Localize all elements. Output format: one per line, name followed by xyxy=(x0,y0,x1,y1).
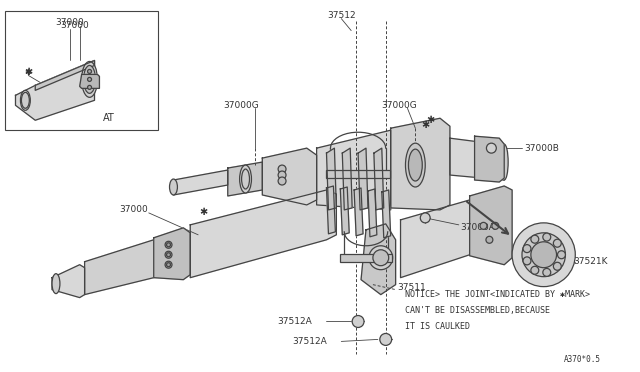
Text: 37000A: 37000A xyxy=(461,223,495,232)
Circle shape xyxy=(165,251,172,258)
Polygon shape xyxy=(52,265,84,298)
Text: 37000: 37000 xyxy=(55,18,84,27)
Ellipse shape xyxy=(406,143,425,187)
Polygon shape xyxy=(368,189,377,237)
Bar xyxy=(340,254,392,262)
Text: 37000G: 37000G xyxy=(223,101,259,110)
Circle shape xyxy=(88,77,92,81)
Circle shape xyxy=(373,250,388,266)
Circle shape xyxy=(480,222,487,229)
Text: ✱: ✱ xyxy=(421,120,429,130)
Text: 37000: 37000 xyxy=(119,205,148,214)
Circle shape xyxy=(166,263,170,267)
Ellipse shape xyxy=(522,233,565,277)
Ellipse shape xyxy=(21,92,29,108)
Polygon shape xyxy=(475,136,504,182)
Polygon shape xyxy=(228,162,262,196)
Polygon shape xyxy=(354,188,363,236)
Ellipse shape xyxy=(84,65,95,93)
Bar xyxy=(326,170,390,178)
Circle shape xyxy=(165,261,172,268)
Circle shape xyxy=(531,266,539,274)
Circle shape xyxy=(278,171,286,179)
Circle shape xyxy=(492,222,499,229)
Polygon shape xyxy=(79,74,99,89)
Circle shape xyxy=(523,245,531,253)
Ellipse shape xyxy=(20,90,30,110)
Polygon shape xyxy=(173,170,228,195)
Text: ✱: ✱ xyxy=(426,115,434,125)
Circle shape xyxy=(166,253,170,257)
Circle shape xyxy=(557,251,565,259)
Circle shape xyxy=(278,165,286,173)
Text: A370*0.5: A370*0.5 xyxy=(563,355,600,364)
Ellipse shape xyxy=(500,144,508,180)
Circle shape xyxy=(554,239,561,247)
Polygon shape xyxy=(262,148,317,205)
Text: ✱: ✱ xyxy=(24,67,33,77)
Circle shape xyxy=(165,241,172,248)
Ellipse shape xyxy=(52,274,60,294)
Polygon shape xyxy=(35,61,95,90)
Polygon shape xyxy=(190,190,337,278)
Circle shape xyxy=(278,177,286,185)
Circle shape xyxy=(420,213,430,223)
Text: 37512A: 37512A xyxy=(292,337,326,346)
Polygon shape xyxy=(450,138,504,180)
Polygon shape xyxy=(390,118,450,210)
Circle shape xyxy=(523,257,531,265)
Circle shape xyxy=(88,70,92,73)
Polygon shape xyxy=(317,130,390,210)
Polygon shape xyxy=(84,240,159,295)
Polygon shape xyxy=(382,190,390,238)
Polygon shape xyxy=(326,148,337,210)
Polygon shape xyxy=(154,228,190,280)
Text: ✱: ✱ xyxy=(25,68,32,77)
Ellipse shape xyxy=(408,149,422,181)
Ellipse shape xyxy=(239,165,252,193)
Text: 37000G: 37000G xyxy=(381,101,417,110)
Circle shape xyxy=(543,269,551,276)
Circle shape xyxy=(88,86,92,89)
Ellipse shape xyxy=(170,179,177,195)
Circle shape xyxy=(531,235,539,243)
Text: CAN'T BE DISASSEMBLED,BECAUSE: CAN'T BE DISASSEMBLED,BECAUSE xyxy=(406,306,550,315)
Text: AT: AT xyxy=(104,113,115,123)
Circle shape xyxy=(380,333,392,346)
Bar xyxy=(4,11,157,130)
Ellipse shape xyxy=(512,223,575,286)
Circle shape xyxy=(543,233,551,241)
Polygon shape xyxy=(470,186,512,265)
Text: IT IS CAULKED: IT IS CAULKED xyxy=(406,322,470,331)
Polygon shape xyxy=(326,186,335,234)
Text: 37512A: 37512A xyxy=(277,317,312,326)
Text: 37511: 37511 xyxy=(397,283,426,292)
Polygon shape xyxy=(358,148,368,210)
Text: 37000B: 37000B xyxy=(524,144,559,153)
Text: ✱: ✱ xyxy=(199,207,207,217)
Circle shape xyxy=(486,236,493,243)
Ellipse shape xyxy=(82,61,97,97)
Polygon shape xyxy=(361,224,396,295)
Polygon shape xyxy=(342,148,352,210)
Ellipse shape xyxy=(531,242,557,268)
Circle shape xyxy=(352,315,364,327)
Polygon shape xyxy=(401,200,475,278)
Polygon shape xyxy=(15,61,95,120)
Polygon shape xyxy=(374,148,384,210)
Circle shape xyxy=(486,143,496,153)
Text: NOTICE> THE JOINT<INDICATED BY ✱MARK>: NOTICE> THE JOINT<INDICATED BY ✱MARK> xyxy=(406,290,591,299)
Text: 37521K: 37521K xyxy=(573,257,608,266)
Text: 37512: 37512 xyxy=(327,11,356,20)
Polygon shape xyxy=(340,187,349,235)
Circle shape xyxy=(369,246,393,270)
Circle shape xyxy=(166,243,170,247)
Ellipse shape xyxy=(241,169,250,189)
Circle shape xyxy=(554,262,561,270)
Text: 37000: 37000 xyxy=(60,21,89,30)
